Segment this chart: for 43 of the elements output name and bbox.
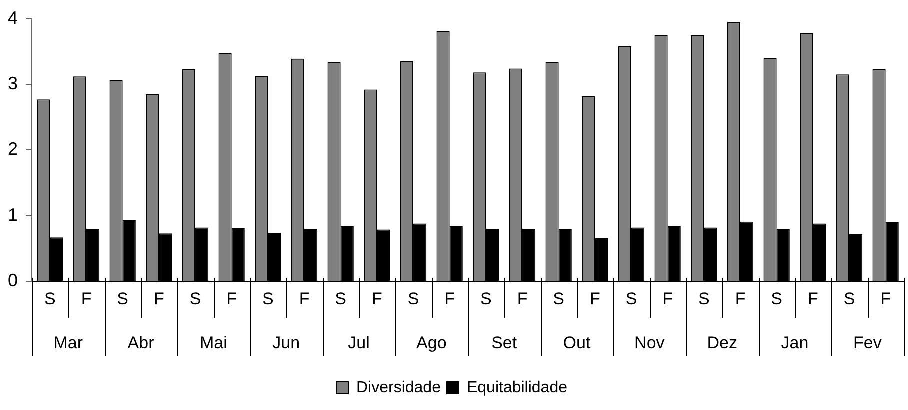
text: Dez bbox=[707, 333, 738, 352]
x-tick-label: S bbox=[844, 289, 856, 308]
x-tick-label: F bbox=[517, 289, 528, 308]
x-tick-label: S bbox=[480, 289, 492, 308]
x-tick-label: F bbox=[662, 289, 674, 308]
x-tick-label: S bbox=[626, 289, 638, 308]
text: Jul bbox=[348, 333, 370, 352]
x-tick-label: S bbox=[553, 289, 565, 308]
text: Mai bbox=[200, 333, 228, 352]
legend-label: Equitabilidade bbox=[466, 379, 568, 396]
x-tick-label: F bbox=[808, 289, 818, 308]
y-tick-label: 4 bbox=[8, 8, 18, 28]
x-tick-label: S bbox=[408, 289, 420, 308]
x-tick-label: F bbox=[590, 289, 600, 308]
y-tick-label: 3 bbox=[8, 73, 18, 94]
y-tick-label: 0 bbox=[8, 270, 18, 291]
text: Fev bbox=[853, 333, 882, 352]
legend-label: Diversidade bbox=[356, 379, 442, 396]
text: Mar bbox=[54, 333, 84, 352]
x-tick-label: F bbox=[735, 289, 746, 308]
y-tick-label: 2 bbox=[8, 139, 18, 160]
x-tick-label: F bbox=[81, 289, 92, 308]
text: Out bbox=[563, 333, 591, 352]
x-tick-label: S bbox=[262, 289, 274, 308]
text: Jun bbox=[272, 333, 300, 352]
x-tick-label: F bbox=[226, 289, 238, 308]
x-tick-label: S bbox=[117, 289, 129, 308]
x-tick-label: F bbox=[299, 289, 310, 308]
x-tick-label: S bbox=[190, 289, 202, 308]
x-tick-label: F bbox=[372, 289, 382, 308]
x-tick-label: F bbox=[880, 289, 892, 308]
x-tick-label: S bbox=[698, 289, 710, 308]
text: Nov bbox=[634, 333, 666, 352]
x-tick-label: S bbox=[771, 289, 783, 308]
text: Abr bbox=[128, 333, 155, 352]
x-tick-label: S bbox=[44, 289, 56, 308]
x-tick-label: F bbox=[154, 289, 164, 308]
text: Ago bbox=[416, 333, 447, 352]
x-tick-label: S bbox=[335, 289, 347, 308]
y-tick-label: 1 bbox=[8, 204, 18, 225]
x-tick-label: F bbox=[444, 289, 456, 308]
text: Set bbox=[492, 333, 518, 352]
text: Jan bbox=[781, 333, 809, 352]
